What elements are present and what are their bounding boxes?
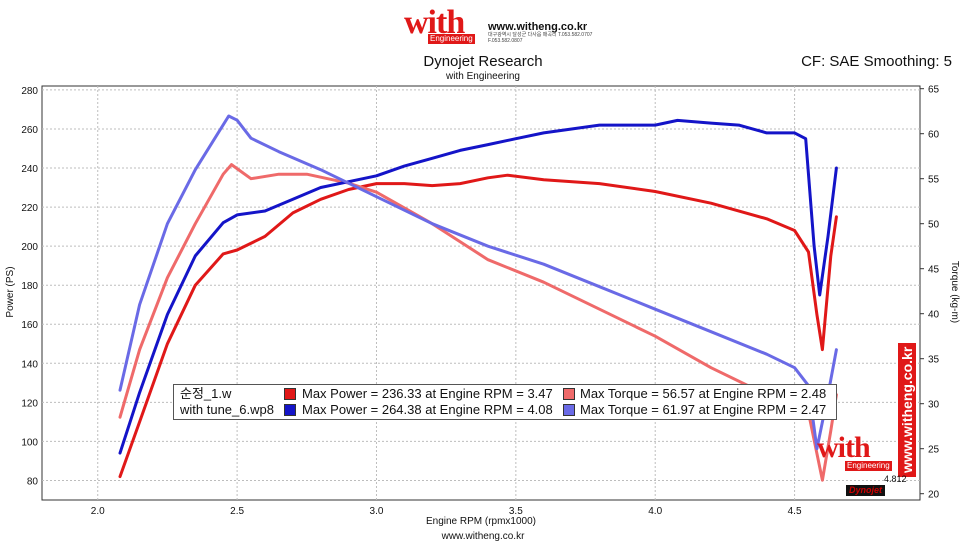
y2-tick-label: 35 <box>928 355 940 366</box>
y-axis-label: Power (PS) <box>5 266 16 317</box>
chart-title: Dynojet Research <box>423 53 543 70</box>
watermark-vertical-url: www.witheng.co.kr <box>898 342 916 477</box>
stock-torque-line <box>118 163 838 482</box>
y2-tick-label: 25 <box>928 445 940 456</box>
x-tick-label: 3.0 <box>370 506 384 517</box>
chart-subtitle: with Engineering <box>446 71 520 82</box>
y-tick-label: 80 <box>27 476 39 487</box>
axis-ticks: 2.0 2.5 3.0 3.5 4.0 4.5 80 100 120 140 160 180 200 22… <box>21 85 939 517</box>
y-tick-label: 220 <box>21 203 38 214</box>
stock-power-line <box>118 173 838 479</box>
x-tick-label: 2.0 <box>91 506 105 517</box>
plot-frame <box>41 85 921 501</box>
series-group <box>118 114 838 482</box>
y2-tick-label: 40 <box>928 310 940 321</box>
footer-url: www.witheng.co.kr <box>441 531 525 542</box>
y-tick-label: 140 <box>21 359 38 370</box>
tuned-torque-line <box>118 114 838 451</box>
legend-swatch-stock-torque <box>563 388 575 400</box>
correction-factor: CF: SAE Smoothing: 5 <box>801 53 952 70</box>
y2-tick-label: 65 <box>928 85 940 96</box>
legend-run-name: with tune_6.wp8 <box>180 402 274 417</box>
x-tick-label: 4.0 <box>648 506 662 517</box>
header-logo: with Engineering <box>404 4 475 44</box>
x-tick-label: 2.5 <box>230 506 244 517</box>
header-site-url: www.witheng.co.kr <box>488 21 588 33</box>
legend-run-name: 순정_1.w <box>180 386 232 401</box>
legend-swatch-tuned-power <box>284 404 296 416</box>
legend-tuned-max-torque: Max Torque = 61.97 at Engine RPM = 2.47 <box>580 402 827 417</box>
watermark-with-logo: with <box>817 431 871 464</box>
y2-tick-label: 50 <box>928 220 940 231</box>
y-tick-label: 180 <box>21 281 38 292</box>
y-tick-label: 100 <box>21 437 38 448</box>
y-tick-label: 120 <box>21 398 38 409</box>
tuned-power-line <box>118 118 838 455</box>
end-rpm-value: 4.812 <box>884 474 907 484</box>
legend-swatch-tuned-torque <box>563 404 575 416</box>
x-axis-label: Engine RPM (rpmx1000) <box>426 516 536 527</box>
dynojet-brand-badge: Dynojet <box>846 485 886 496</box>
y2-tick-label: 60 <box>928 130 940 141</box>
y-tick-label: 280 <box>21 86 38 97</box>
header-logo-sub: Engineering <box>428 34 475 44</box>
x-tick-label: 4.5 <box>788 506 802 517</box>
legend-tuned-max-power: Max Power = 264.38 at Engine RPM = 4.08 <box>302 402 553 417</box>
legend-stock-max-power: Max Power = 236.33 at Engine RPM = 3.47 <box>302 386 553 401</box>
y2-tick-label: 30 <box>928 400 940 411</box>
y2-tick-label: 55 <box>928 175 940 186</box>
y-tick-label: 160 <box>21 320 38 331</box>
legend-swatch-stock-power <box>284 388 296 400</box>
legend: 순정_1.w Max Power = 236.33 at Engine RPM … <box>173 384 837 420</box>
grid-lines <box>42 86 920 500</box>
y2-tick-label: 20 <box>928 490 940 501</box>
header-logo-word: with <box>404 4 465 41</box>
legend-stock-max-torque: Max Torque = 56.57 at Engine RPM = 2.48 <box>580 386 827 401</box>
header-site-contact: 대구광역시 달성군 다사읍 매곡리 T.053.582.0707 F.053.5… <box>488 32 593 44</box>
y-tick-label: 240 <box>21 164 38 175</box>
x-tick-label: 3.5 <box>509 506 523 517</box>
watermark-engineering: Engineering <box>845 461 892 471</box>
y-tick-label: 200 <box>21 242 38 253</box>
y-tick-label: 260 <box>21 125 38 136</box>
y2-axis-label: Torque (kg-m) <box>949 261 960 323</box>
y2-tick-label: 45 <box>928 265 940 276</box>
